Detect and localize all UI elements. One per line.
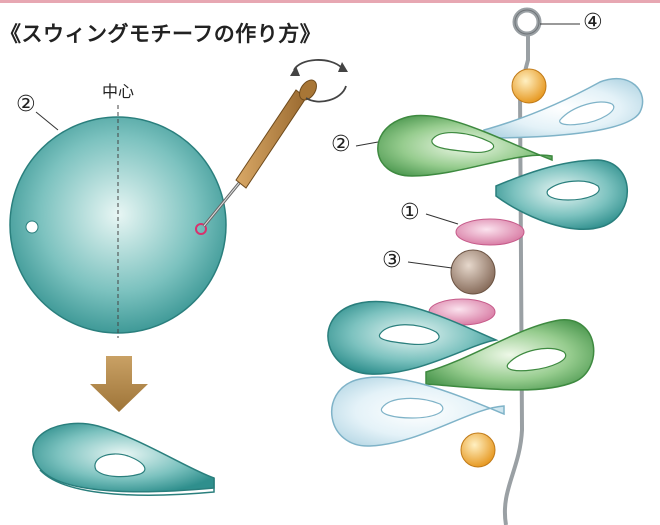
petal-teal-lower-left: [327, 300, 499, 375]
petal-green-left: [377, 114, 553, 177]
orange-bead-top: [511, 68, 547, 104]
felt-circle: [9, 105, 227, 338]
bead-brown-number-label: ③: [382, 248, 402, 273]
petal-lightblue-top: [483, 77, 644, 139]
folded-petal: [32, 422, 215, 496]
brown-bead: [450, 249, 496, 295]
leader-bead-pink: [425, 213, 459, 225]
ring-icon: [512, 7, 542, 37]
leader-petal-green: [355, 141, 379, 147]
down-arrow-icon: [90, 356, 148, 412]
bead-pink-number-label: ①: [400, 200, 420, 225]
diagram-title: 《スウィングモチーフの作り方》: [0, 22, 322, 46]
petal-green-lower-right: [425, 319, 595, 391]
leader-bead-brown: [407, 261, 453, 269]
petal-lightblue-lower: [330, 376, 505, 447]
hole-left: [25, 220, 39, 234]
top-rule: [0, 0, 660, 3]
leader-circle-number: [35, 111, 59, 131]
pink-bead-upper: [455, 218, 525, 246]
ring-number-label: ④: [583, 10, 603, 35]
orange-bead-bottom: [460, 432, 496, 468]
petal-teal-right: [495, 159, 628, 230]
wire: [502, 36, 530, 525]
petal-green-number-label: ②: [331, 132, 351, 157]
center-label: 中心: [102, 82, 135, 101]
rotate-arrow-icon: [290, 59, 348, 103]
hole-right: [195, 223, 207, 235]
awl-tool-icon: [202, 79, 317, 227]
circle-number-label: ②: [16, 92, 36, 117]
